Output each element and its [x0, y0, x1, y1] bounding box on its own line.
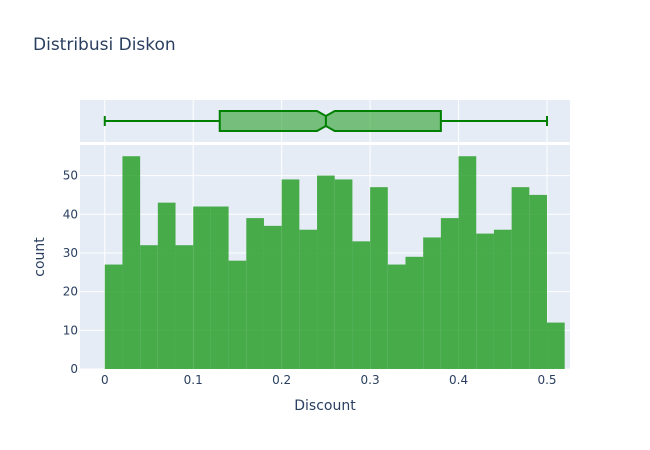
histogram-bar [387, 264, 406, 369]
histogram-bar [246, 218, 264, 369]
histogram-bar [317, 175, 335, 369]
histogram-bar [157, 202, 176, 369]
x-tick-label: 0.3 [361, 373, 380, 387]
histogram-bar [511, 187, 530, 369]
histogram-bars [104, 156, 565, 369]
histogram-bar [210, 206, 229, 369]
histogram-bar [493, 229, 512, 369]
histogram-bar [281, 179, 300, 369]
histogram-bar [423, 237, 441, 369]
x-axis-ticks: 0 0.1 0.2 0.3 0.4 0.5 [101, 373, 557, 387]
histogram-bar [334, 179, 353, 369]
histogram-bar [547, 322, 565, 369]
histogram-bar [140, 245, 158, 369]
marginal-box-plot [103, 110, 549, 132]
histogram-bar [175, 245, 194, 369]
histogram-bar [440, 218, 459, 369]
histogram-bar [104, 264, 123, 369]
histogram-bar [405, 256, 424, 369]
y-tick-label: 40 [63, 207, 78, 221]
x-tick-label: 0.5 [537, 373, 556, 387]
y-axis-title: count [32, 237, 48, 277]
y-tick-label: 10 [63, 323, 78, 337]
x-tick-label: 0.1 [184, 373, 203, 387]
y-tick-label: 20 [63, 285, 78, 299]
x-tick-label: 0 [101, 373, 109, 387]
x-axis-title: Discount [294, 398, 356, 414]
y-tick-label: 50 [63, 169, 78, 183]
y-axis-ticks: 0 10 20 30 40 50 [63, 169, 78, 376]
histogram-bar [476, 233, 494, 369]
x-tick-label: 0.2 [272, 373, 291, 387]
x-tick-label: 0.4 [449, 373, 468, 387]
histogram-bar [352, 241, 371, 369]
chart-title: Distribusi Diskon [33, 35, 176, 55]
histogram-bar [122, 156, 141, 369]
box-body [218, 110, 442, 132]
y-tick-label: 0 [70, 362, 78, 376]
histogram-bar [228, 260, 247, 369]
histogram-bar [458, 156, 477, 369]
histogram-bar [529, 194, 548, 369]
histogram-bar [299, 229, 318, 369]
histogram-bar [370, 187, 388, 369]
y-tick-label: 30 [63, 246, 78, 260]
histogram-bar [193, 206, 211, 369]
histogram-bar [263, 225, 282, 369]
